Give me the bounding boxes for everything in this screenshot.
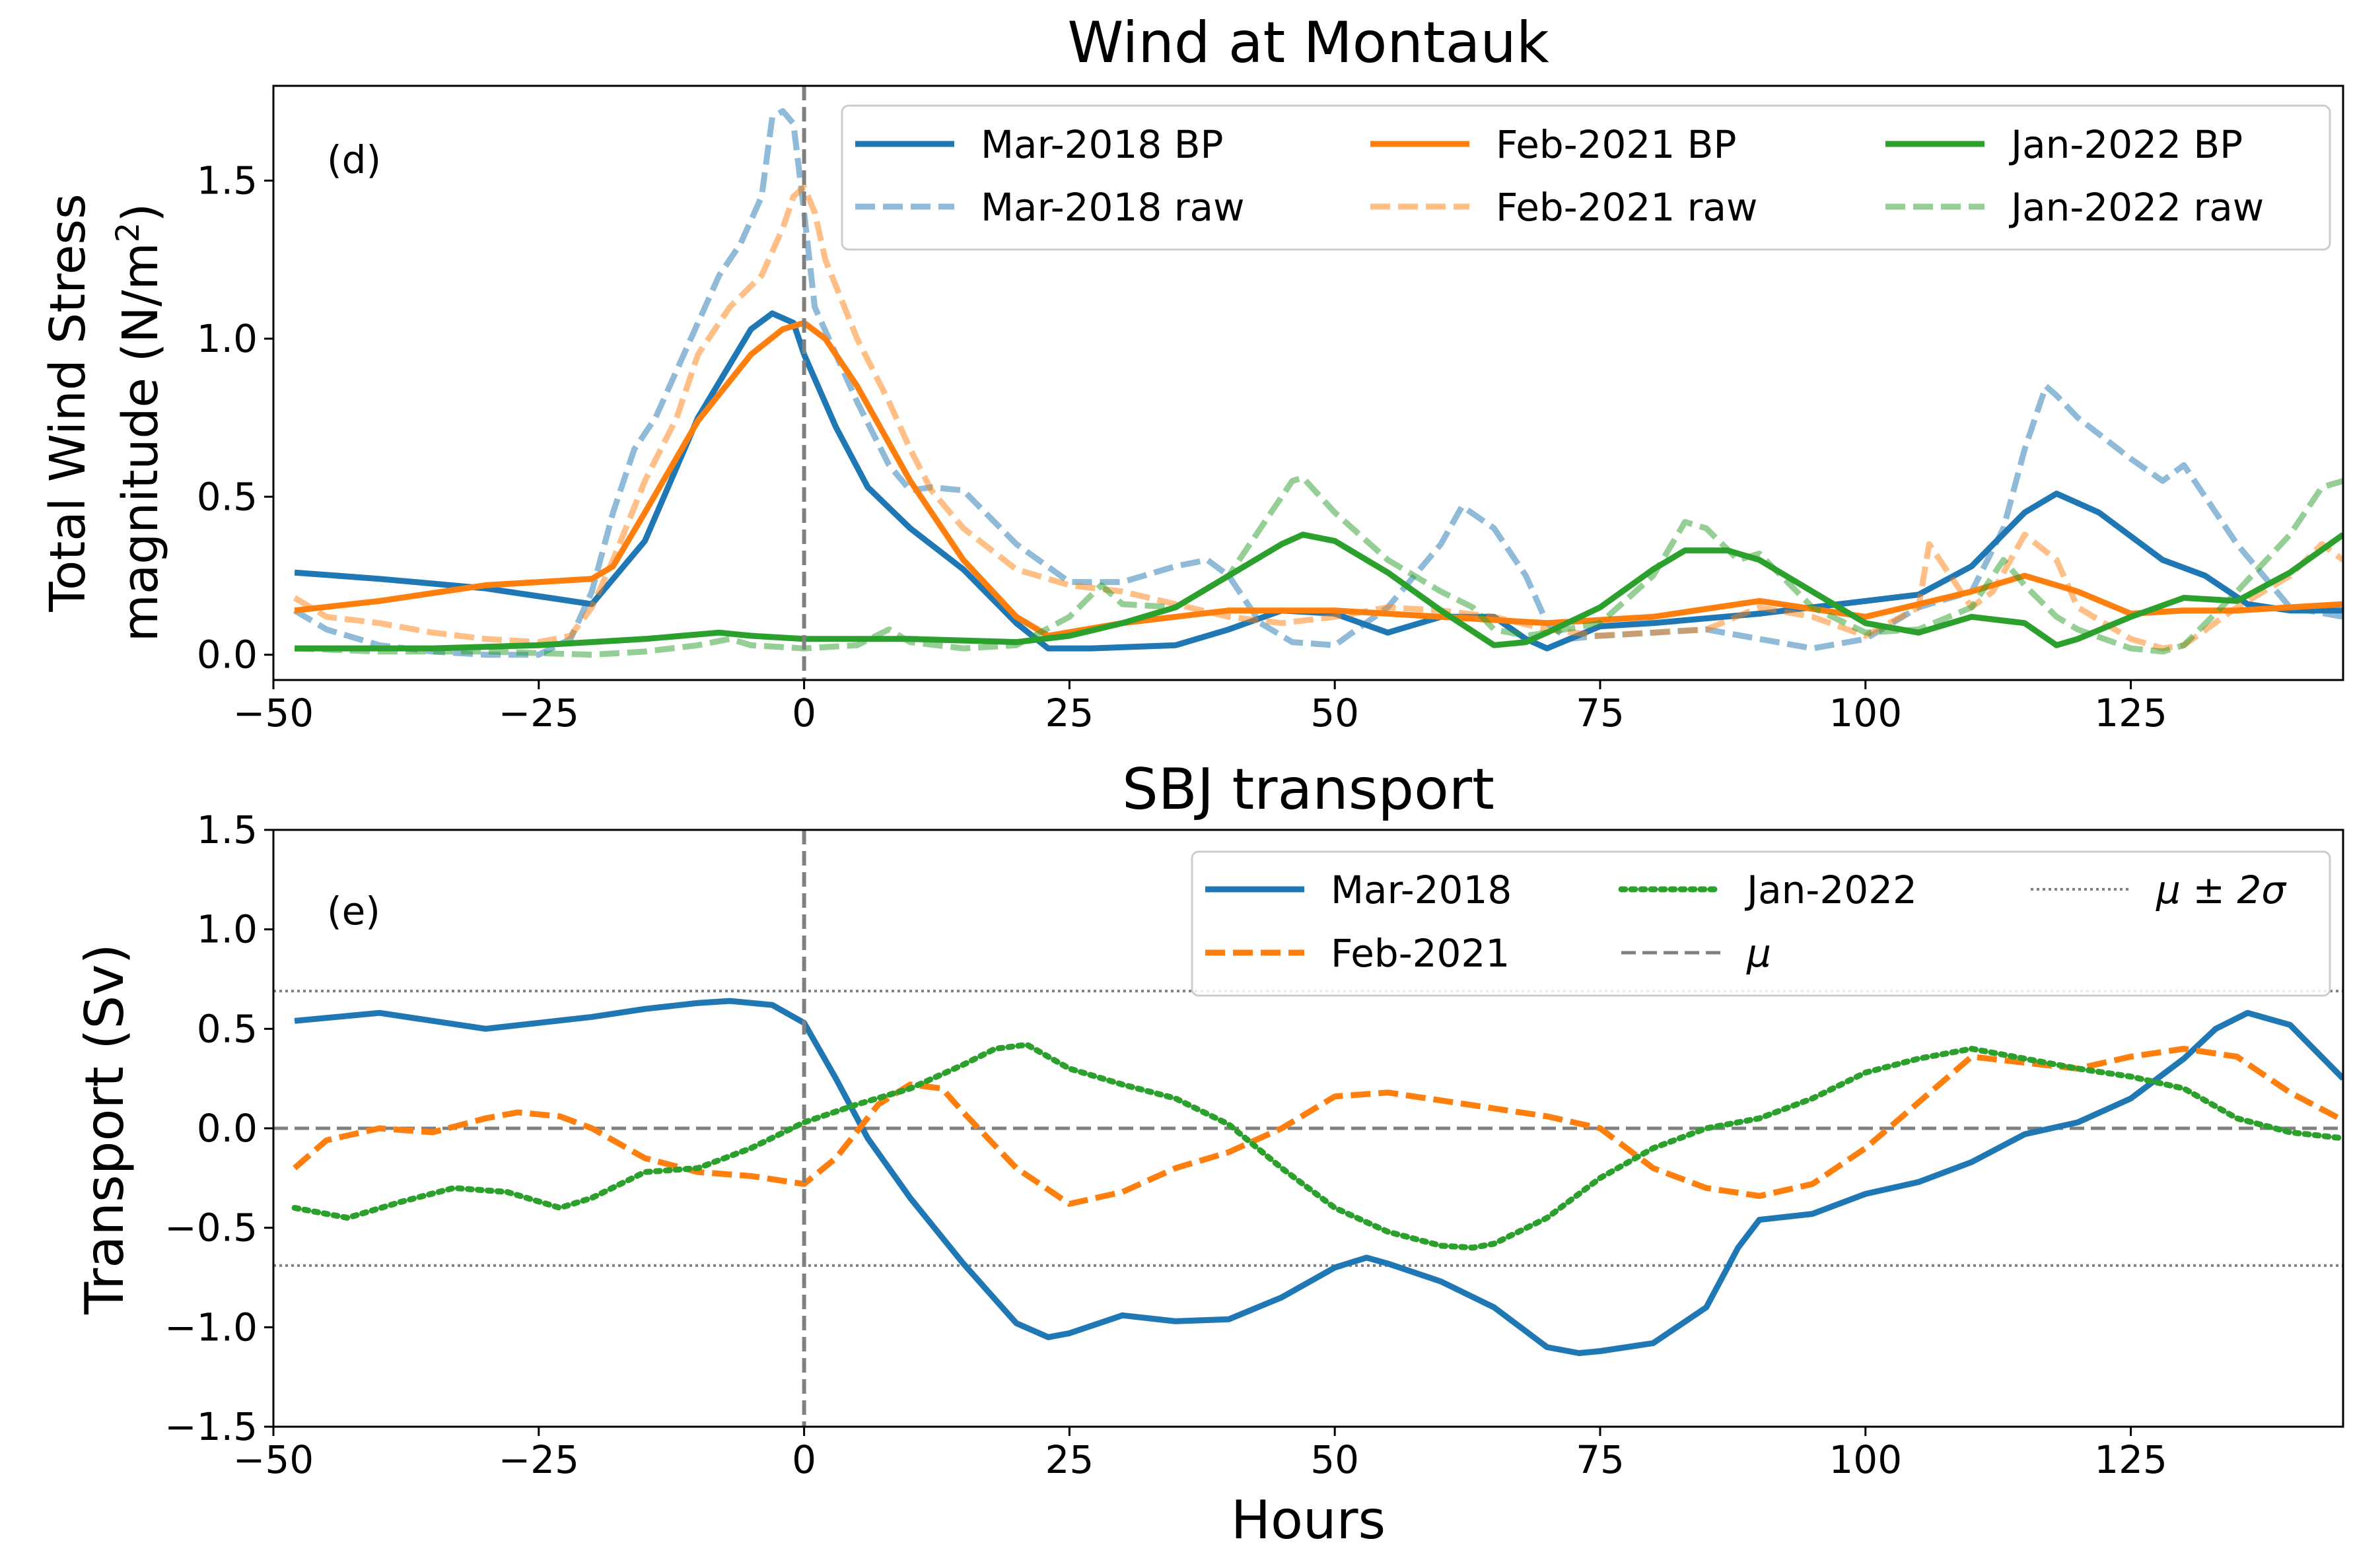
x-tick-label: 25 [1045,1437,1094,1482]
x-tick-label: 75 [1576,691,1625,735]
y-tick-label: 1.0 [197,316,258,361]
x-tick-label: 50 [1310,691,1359,735]
series-line-jan-2022 [291,1041,2343,1251]
y-tick-label: 1.0 [197,907,258,952]
x-tick-label: 125 [2094,691,2167,735]
panel-e-ticks: −50 −25 0 25 50 75 100 125 −1.5 −1.0 −0.5 0.0 0.5 1.0… [164,807,2167,1482]
series-line-jan-2022-raw [294,475,2343,658]
x-tick-label: −25 [499,1437,579,1482]
wind-stress-series [293,108,2343,658]
legend-label: Jan-2022 BP [2009,122,2243,167]
panel-d-axes-frame [272,85,2344,681]
x-tick-label: 0 [792,691,816,735]
x-tick-label: 25 [1045,691,1094,735]
y-tick-label: 1.5 [197,158,258,203]
y-tick-label: 1.5 [197,807,258,852]
y-tick-label: 0.0 [197,1106,258,1151]
x-tick-label: 0 [792,1437,816,1482]
x-tick-label: 50 [1310,1437,1359,1482]
panel-e-legend: Mar-2018 Feb-2021 Jan-2022 μ μ ± 2σ [1191,850,2331,997]
ylabel-units-text: magnitude (N/m [112,242,169,642]
x-tick-label: 100 [1829,691,1902,735]
series-line-feb-2021-raw [293,184,2343,652]
y-tick-label: −0.5 [164,1206,258,1250]
legend-label: Mar-2018 BP [981,122,1223,167]
y-tick-label: −1.5 [164,1404,258,1449]
x-tick-label: 100 [1829,1437,1902,1482]
panel-e-ylabel: Transport (Sv) [74,943,135,1314]
panel-d-ylabel-line1: Total Wind Stress [40,193,96,612]
y-tick-label: 0.0 [197,632,258,677]
panel-d-title: Wind at Montauk [1067,10,1549,76]
panel-e-label: (e) [327,889,380,934]
x-tick-label: −25 [499,691,579,735]
legend-label-two-sigma: μ ± 2σ [2156,868,2287,912]
x-tick-label: 75 [1576,1437,1625,1482]
legend-label-mean: μ [1746,931,1771,976]
series-line-mar-2018 [294,998,2343,1356]
panel-d-ylabel-line2: magnitude (N/m2) [110,203,169,642]
x-tick-label: 125 [2094,1437,2167,1482]
legend-label: Jan-2022 [1745,868,1917,912]
y-tick-label: −1.0 [164,1305,258,1349]
legend-label: Jan-2022 raw [2009,185,2264,230]
panel-d-label: (d) [327,137,381,182]
legend-label: Mar-2018 raw [981,185,1245,230]
legend-frame [1191,850,2331,997]
legend-label: Feb-2021 [1331,931,1510,976]
legend-label: Feb-2021 BP [1496,122,1736,167]
transport-panel: SBJ transport −50 −25 0 25 50 75 100 125 −1.5 −1.… [74,757,2344,1551]
panel-d-ticks: −50 −25 0 25 50 75 100 125 0.0 0.5 1.0 1.5 [197,158,2167,735]
panel-d-legend: Mar-2018 BP Mar-2018 raw Feb-2021 BP Feb-20… [841,104,2331,251]
series-line-feb-2021 [293,1046,2343,1207]
legend-label: Mar-2018 [1331,868,1512,912]
y-tick-label: 0.5 [197,1006,258,1051]
x-tick-label: −50 [233,691,314,735]
transport-series [291,998,2343,1356]
x-tick-label: −50 [233,1437,314,1482]
y-tick-label: 0.5 [197,474,258,519]
ylabel-units-close: ) [112,203,169,222]
series-line-jan-2022-bp [295,531,2343,652]
ylabel-units-superscript: 2 [110,222,147,243]
legend-label: Feb-2021 raw [1496,185,1757,230]
panel-e-title: SBJ transport [1122,757,1494,823]
wind-stress-panel: Wind at Montauk −50 −25 0 25 50 75 100 125 0.0 0.… [40,10,2344,735]
panel-e-xlabel: Hours [1231,1489,1386,1551]
series-line-mar-2018-raw [293,108,2343,658]
